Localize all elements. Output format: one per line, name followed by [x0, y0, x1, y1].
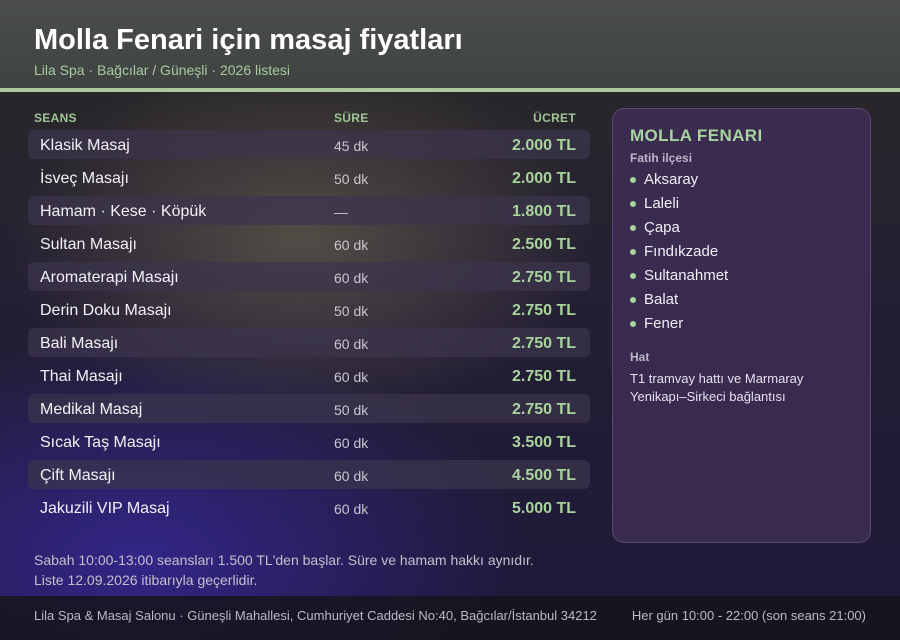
morning-note: Sabah 10:00-13:00 seansları 1.500 TL'den… — [34, 552, 534, 568]
table-row: Thai Masajı 60 dk 2.750 TL — [28, 361, 590, 390]
page-subtitle: Lila Spa · Bağcılar / Güneşli · 2026 lis… — [34, 62, 291, 78]
service-price: 2.750 TL — [511, 368, 576, 385]
service-price: 4.500 TL — [511, 467, 576, 484]
service-price: 1.800 TL — [511, 203, 576, 220]
service-name: Jakuzili VIP Masaj — [40, 500, 170, 517]
table-row: Jakuzili VIP Masaj 60 dk 5.000 TL — [28, 493, 590, 522]
neighborhood-label: Fındıkzade — [644, 243, 719, 260]
page-title: Molla Fenari için masaj fiyatları — [34, 24, 463, 56]
service-price: 2.750 TL — [511, 269, 576, 286]
bullet-icon — [630, 321, 636, 327]
bullet-icon — [630, 249, 636, 255]
table-body: Klasik Masaj 45 dk 2.000 TL İsveç Masajı 50 … — [28, 130, 590, 522]
service-name: Derin Doku Masajı — [40, 302, 172, 319]
service-price: 2.000 TL — [511, 137, 576, 154]
bullet-icon — [630, 273, 636, 279]
panel-subtitle: Fatih ilçesi — [630, 151, 693, 165]
footer-address: Lila Spa & Masaj Salonu · Güneşli Mahall… — [34, 608, 597, 623]
district-panel: MOLLA FENARI Fatih ilçesi Aksaray Laleli Ç… — [612, 108, 871, 543]
table-row: Sıcak Taş Masajı 60 dk 3.500 TL — [28, 427, 590, 456]
column-header-name: SEANS — [34, 111, 77, 125]
service-name: Sultan Masajı — [40, 236, 137, 253]
bullet-icon — [630, 201, 636, 207]
page-footer: Lila Spa & Masaj Salonu · Güneşli Mahall… — [0, 596, 900, 640]
page-header: Molla Fenari için masaj fiyatları Lila S… — [0, 0, 900, 92]
neighborhood-item: Balat — [630, 289, 728, 313]
service-duration: 60 dk — [334, 237, 369, 253]
service-name: İsveç Masajı — [40, 170, 129, 187]
neighborhood-label: Aksaray — [644, 171, 699, 188]
neighborhood-item: Laleli — [630, 193, 728, 217]
service-name: Hamam · Kese · Köpük — [40, 203, 207, 220]
table-row: Klasik Masaj 45 dk 2.000 TL — [28, 130, 590, 159]
service-duration: 60 dk — [334, 501, 369, 517]
neighborhood-label: Balat — [644, 291, 679, 308]
service-name: Sıcak Taş Masajı — [40, 434, 161, 451]
price-table: SEANS SÜRE ÜCRET Klasik Masaj 45 dk 2.000 … — [28, 108, 590, 526]
column-header-duration: SÜRE — [334, 111, 369, 125]
service-price: 2.750 TL — [511, 302, 576, 319]
service-duration: 60 dk — [334, 270, 369, 286]
table-header: SEANS SÜRE ÜCRET — [28, 108, 590, 130]
service-name: Thai Masajı — [40, 368, 123, 385]
service-duration: 60 dk — [334, 369, 369, 385]
service-duration: 45 dk — [334, 138, 369, 154]
table-row: Sultan Masajı 60 dk 2.500 TL — [28, 229, 590, 258]
bullet-icon — [630, 297, 636, 303]
neighborhood-item: Aksaray — [630, 169, 728, 193]
service-price: 2.750 TL — [511, 335, 576, 352]
table-row: Bali Masajı 60 dk 2.750 TL — [28, 328, 590, 357]
service-duration: 60 dk — [334, 468, 369, 484]
neighborhood-item: Fener — [630, 313, 728, 337]
validity-note: Liste 12.09.2026 itibarıyla geçerlidir. — [34, 572, 258, 588]
column-header-price: ÜCRET — [533, 111, 576, 125]
service-name: Medikal Masaj — [40, 401, 143, 418]
neighborhood-list: Aksaray Laleli Çapa Fındıkzade Sultanahmet Ba… — [630, 169, 728, 337]
neighborhood-label: Fener — [644, 315, 684, 332]
service-duration: 50 dk — [334, 303, 369, 319]
service-price: 2.750 TL — [511, 401, 576, 418]
footer-hours: Her gün 10:00 - 22:00 (son seans 21:00) — [631, 608, 866, 623]
transit-label: Hat — [630, 350, 650, 364]
service-name: Çift Masajı — [40, 467, 116, 484]
table-row: Derin Doku Masajı 50 dk 2.750 TL — [28, 295, 590, 324]
table-row: Medikal Masaj 50 dk 2.750 TL — [28, 394, 590, 423]
service-price: 3.500 TL — [511, 434, 576, 451]
bullet-icon — [630, 177, 636, 183]
neighborhood-item: Çapa — [630, 217, 728, 241]
neighborhood-label: Çapa — [644, 219, 680, 236]
service-price: 2.500 TL — [511, 236, 576, 253]
table-row: Hamam · Kese · Köpük — 1.800 TL — [28, 196, 590, 225]
panel-title: MOLLA FENARI — [630, 126, 763, 145]
service-duration: 50 dk — [334, 402, 369, 418]
service-duration: — — [334, 204, 348, 220]
neighborhood-item: Sultanahmet — [630, 265, 728, 289]
table-row: İsveç Masajı 50 dk 2.000 TL — [28, 163, 590, 192]
service-name: Klasik Masaj — [40, 137, 130, 154]
transit-text: T1 tramvay hattı ve Marmaray Yenikapı–Si… — [630, 371, 804, 404]
service-duration: 60 dk — [334, 336, 369, 352]
neighborhood-item: Fındıkzade — [630, 241, 728, 265]
service-price: 2.000 TL — [511, 170, 576, 187]
table-row: Çift Masajı 60 dk 4.500 TL — [28, 460, 590, 489]
neighborhood-label: Laleli — [644, 195, 680, 212]
neighborhood-label: Sultanahmet — [644, 267, 729, 284]
bullet-icon — [630, 225, 636, 231]
service-name: Bali Masajı — [40, 335, 119, 352]
service-name: Aromaterapi Masajı — [40, 269, 179, 286]
table-row: Aromaterapi Masajı 60 dk 2.750 TL — [28, 262, 590, 291]
service-price: 5.000 TL — [511, 500, 576, 517]
service-duration: 50 dk — [334, 171, 369, 187]
service-duration: 60 dk — [334, 435, 369, 451]
